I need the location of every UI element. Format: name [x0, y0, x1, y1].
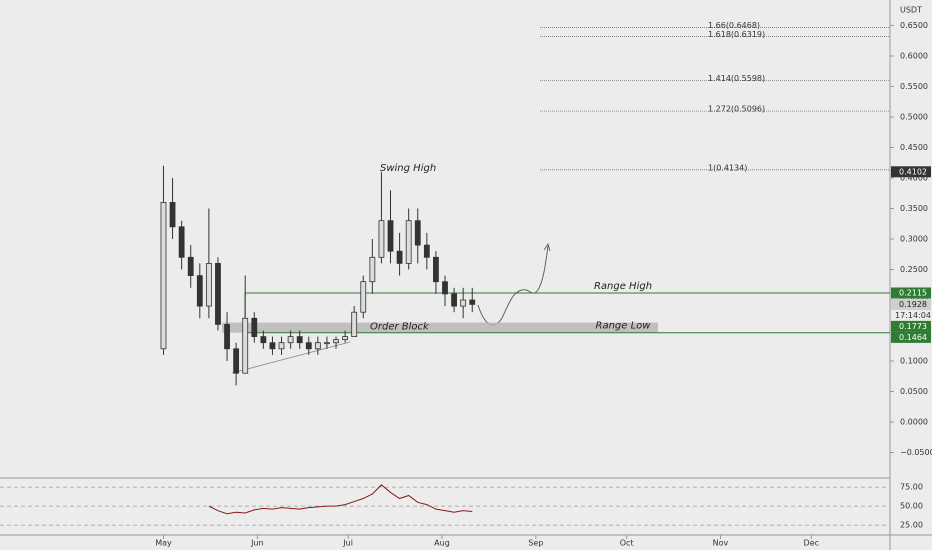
- y-tick-label: 0.2500: [900, 265, 928, 274]
- y-tick-label: 0.5000: [900, 112, 928, 121]
- y-tick-label: 0.6500: [900, 21, 928, 30]
- projection-arrow: [543, 242, 551, 252]
- price-badge: [891, 320, 931, 332]
- price-badge: [891, 166, 931, 178]
- candle-body: [215, 263, 221, 325]
- candle-body: [314, 342, 321, 350]
- candle-body: [442, 281, 448, 295]
- candle-body: [351, 311, 358, 338]
- y-tick-label: −0.0500: [900, 448, 932, 457]
- candle-body: [224, 324, 230, 350]
- x-tick-label: Oct: [620, 539, 634, 548]
- fib-label: 1.66(0.6468): [708, 21, 760, 30]
- candle-body: [433, 256, 439, 283]
- y-tick-label: 0.1000: [900, 357, 928, 366]
- fib-label: 1(0.4134): [708, 163, 747, 172]
- rsi-line: [208, 484, 473, 515]
- unit-label: USDT: [900, 6, 922, 15]
- candle-body: [305, 342, 312, 350]
- candle-body: [423, 244, 430, 258]
- candle-body: [178, 226, 185, 258]
- candle-body: [396, 250, 403, 264]
- candle-body: [205, 263, 212, 307]
- candle-body: [278, 342, 285, 350]
- y-tick-label: 0.5500: [900, 82, 928, 91]
- candle-body: [160, 201, 167, 350]
- fib-label: 1.414(0.5598): [708, 74, 765, 83]
- y-tick-label: 0.3000: [900, 235, 928, 244]
- fib-label: 1.618(0.6319): [708, 30, 765, 39]
- candle-body: [460, 299, 467, 307]
- price-badge-label: 0.1928: [899, 300, 927, 309]
- y-tick-label: 0.0000: [900, 418, 928, 427]
- candle-body: [333, 339, 339, 344]
- candle-body: [451, 293, 457, 307]
- candle-body: [324, 342, 330, 345]
- candle-body: [187, 256, 194, 277]
- candle-body: [242, 317, 249, 374]
- price-badge-label: 0.4102: [899, 167, 927, 176]
- order-block: [222, 322, 658, 333]
- candle-body: [169, 201, 176, 228]
- candle-body: [251, 317, 258, 338]
- y-tick-label: 0.6000: [900, 51, 928, 60]
- support-line: [231, 341, 351, 374]
- rsi-tick-label: 50.00: [900, 502, 923, 511]
- order-block-label: Order Block: [370, 322, 430, 333]
- level-label: Range Low: [596, 321, 652, 332]
- fib-label: 1.272(0.5096): [708, 105, 765, 114]
- level-label: Range High: [594, 281, 652, 292]
- candle-body: [233, 348, 240, 374]
- price-badge-label: 0.1464: [899, 333, 927, 342]
- x-tick-label: May: [155, 539, 172, 548]
- candle-body: [196, 275, 203, 307]
- candle-body: [260, 336, 267, 344]
- y-tick-label: 0.4500: [900, 143, 928, 152]
- x-tick-label: Dec: [804, 539, 819, 548]
- y-tick-label: 0.4000: [900, 173, 928, 182]
- candle-body: [387, 220, 394, 252]
- price-badge: [891, 331, 931, 343]
- candle-body: [405, 220, 412, 264]
- candle-body: [414, 220, 421, 246]
- rsi-tick-label: 25.00: [900, 521, 923, 530]
- x-tick-label: Jul: [342, 539, 353, 548]
- candle-body: [342, 336, 349, 341]
- price-badge: [891, 287, 931, 299]
- y-tick-label: 0.0500: [900, 387, 928, 396]
- candle-body: [287, 336, 294, 344]
- candle-body: [269, 342, 276, 350]
- rsi-tick-label: 75.00: [900, 483, 923, 492]
- y-tick-label: 0.3500: [900, 204, 928, 213]
- x-tick-label: Nov: [713, 539, 729, 548]
- x-tick-label: Jun: [250, 539, 264, 548]
- price-badge: [891, 298, 931, 310]
- candle-body: [360, 281, 367, 313]
- x-tick-label: Sep: [528, 539, 543, 548]
- candle-body: [469, 299, 476, 305]
- candle-body: [378, 220, 385, 258]
- price-badge-label: 0.1773: [899, 322, 927, 331]
- candle-body: [296, 336, 303, 344]
- swing-high-label: Swing High: [380, 163, 436, 174]
- price-badge-label: 0.2115: [899, 288, 927, 297]
- candle-body: [369, 256, 376, 283]
- countdown: 17:14:04: [895, 311, 931, 320]
- x-tick-label: Aug: [434, 539, 450, 548]
